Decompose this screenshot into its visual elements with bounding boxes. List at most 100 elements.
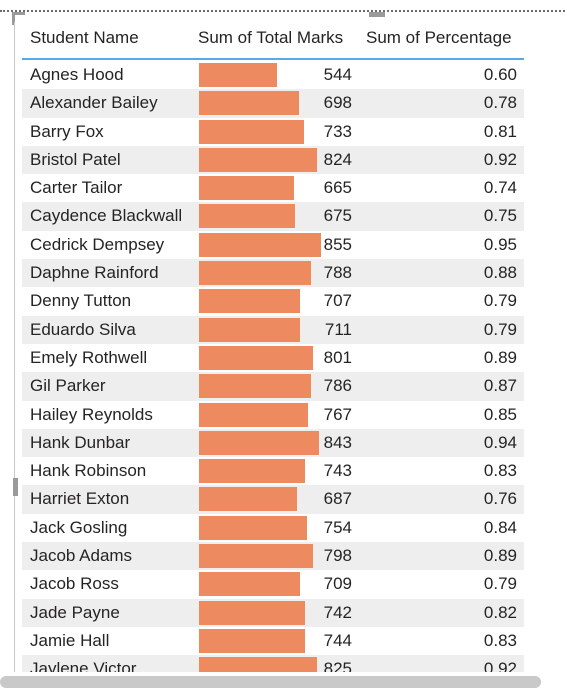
percentage-cell: 0.89 [483, 347, 517, 367]
data-bar [199, 119, 304, 144]
table-row[interactable]: Jack Gosling 754 0.84 [22, 514, 524, 542]
student-name-cell: Bristol Patel [30, 149, 121, 169]
student-name-cell: Eduardo Silva [30, 319, 136, 339]
student-marks-table: Student Name Sum of Total Marks Sum of P… [22, 0, 524, 672]
data-bar [199, 232, 321, 257]
student-name-cell: Emely Rothwell [30, 347, 148, 367]
percentage-cell: 0.78 [483, 93, 517, 113]
student-name-cell: Carter Tailor [30, 178, 123, 198]
table-row[interactable]: Hank Dunbar 843 0.94 [22, 428, 524, 458]
data-bar [199, 430, 319, 455]
student-name-cell: Alexander Bailey [30, 93, 158, 113]
table-row[interactable]: Jacob Adams 798 0.89 [22, 542, 524, 571]
data-bar [199, 544, 313, 569]
table-row[interactable]: Harriet Exton 687 0.76 [22, 485, 524, 514]
percentage-cell: 0.92 [483, 659, 517, 672]
percentage-cell: 0.84 [483, 517, 517, 537]
data-bar [199, 91, 299, 116]
table-row[interactable]: Barry Fox 733 0.81 [22, 118, 524, 146]
percentage-cell: 0.76 [483, 489, 517, 509]
student-name-cell: Harriet Exton [30, 489, 130, 509]
student-name-cell: Daphne Rainford [30, 263, 159, 283]
total-marks-cell: 709 [323, 574, 352, 594]
student-name-cell: Jaylene Victor [30, 659, 137, 672]
table-row[interactable]: Cedrick Dempsey 855 0.95 [22, 231, 524, 259]
table-row[interactable]: Bristol Patel 824 0.92 [22, 145, 524, 175]
data-bar [199, 147, 317, 172]
student-name-cell: Cedrick Dempsey [30, 234, 165, 254]
total-marks-cell: 711 [324, 319, 352, 339]
percentage-cell: 0.82 [483, 602, 517, 622]
percentage-cell: 0.81 [483, 121, 517, 141]
table-row[interactable]: Emely Rothwell 801 0.89 [22, 344, 524, 372]
table-row[interactable]: Hank Robinson 743 0.83 [22, 457, 524, 485]
horizontal-scrollbar[interactable] [0, 676, 541, 688]
table-row[interactable]: Carter Tailor 665 0.74 [22, 174, 524, 202]
data-bar [199, 63, 277, 87]
resize-corner-handle[interactable] [12, 12, 25, 25]
total-marks-cell: 665 [323, 178, 352, 198]
percentage-cell: 0.60 [483, 65, 517, 84]
student-name-cell: Gil Parker [30, 376, 106, 396]
data-bar [199, 345, 313, 370]
data-bar [199, 204, 295, 229]
data-bar [199, 657, 317, 672]
student-name-cell: Barry Fox [30, 121, 104, 141]
resize-top-handle[interactable] [369, 12, 385, 17]
percentage-cell: 0.83 [483, 630, 517, 650]
data-bar [199, 487, 297, 512]
percentage-cell: 0.79 [483, 291, 517, 311]
total-marks-cell: 801 [323, 347, 352, 367]
total-marks-cell: 824 [323, 149, 352, 169]
table-row[interactable]: Caydence Blackwall 675 0.75 [22, 202, 524, 231]
total-marks-cell: 855 [323, 234, 352, 254]
column-header-percentage[interactable]: Sum of Percentage [366, 28, 512, 47]
table-row[interactable]: Eduardo Silva 711 0.79 [22, 315, 524, 344]
visual-border-left [14, 22, 15, 672]
table-row[interactable]: Jaylene Victor 825 0.92 [22, 655, 524, 672]
student-name-cell: Jade Payne [30, 602, 120, 622]
total-marks-cell: 687 [323, 489, 352, 509]
total-marks-cell: 843 [323, 432, 352, 452]
percentage-cell: 0.83 [483, 461, 517, 481]
resize-left-handle[interactable] [13, 478, 18, 496]
percentage-cell: 0.87 [483, 376, 517, 396]
table-row[interactable]: Daphne Rainford 788 0.88 [22, 259, 524, 288]
student-name-cell: Hailey Reynolds [30, 404, 153, 424]
data-bar [199, 628, 305, 653]
data-bar [199, 261, 311, 286]
student-name-cell: Caydence Blackwall [30, 206, 183, 226]
percentage-cell: 0.95 [483, 234, 517, 254]
total-marks-cell: 742 [323, 602, 352, 622]
total-marks-cell: 707 [323, 291, 352, 311]
student-name-cell: Jacob Adams [30, 546, 133, 566]
percentage-cell: 0.79 [483, 574, 517, 594]
percentage-cell: 0.85 [483, 404, 517, 424]
percentage-cell: 0.94 [483, 432, 517, 452]
percentage-cell: 0.92 [483, 149, 517, 169]
total-marks-cell: 698 [323, 93, 352, 113]
table-row[interactable]: Alexander Bailey 698 0.78 [22, 89, 524, 118]
data-bar [199, 374, 311, 399]
table-row[interactable]: Jade Payne 742 0.82 [22, 598, 524, 627]
data-bar [199, 402, 308, 427]
table-header: Student Name Sum of Total Marks Sum of P… [22, 22, 524, 60]
table-row[interactable]: Hailey Reynolds 767 0.85 [22, 401, 524, 429]
student-name-cell: Jamie Hall [30, 630, 110, 650]
percentage-cell: 0.88 [483, 263, 517, 283]
data-bar [199, 572, 300, 597]
table-row[interactable]: Agnes Hood 544 0.60 [22, 61, 524, 89]
table-row[interactable]: Jacob Ross 709 0.79 [22, 570, 524, 598]
total-marks-cell: 733 [323, 121, 352, 141]
column-header-student-name[interactable]: Student Name [30, 28, 139, 47]
table-row[interactable]: Gil Parker 786 0.87 [22, 372, 524, 401]
student-name-cell: Jack Gosling [30, 517, 128, 537]
data-bar [199, 515, 307, 540]
total-marks-cell: 744 [323, 630, 352, 650]
total-marks-cell: 675 [323, 206, 352, 226]
column-header-total-marks[interactable]: Sum of Total Marks [198, 28, 344, 47]
table-row[interactable]: Denny Tutton 707 0.79 [22, 287, 524, 315]
total-marks-cell: 767 [323, 404, 352, 424]
visual-border-top [0, 10, 565, 12]
table-row[interactable]: Jamie Hall 744 0.83 [22, 627, 524, 655]
